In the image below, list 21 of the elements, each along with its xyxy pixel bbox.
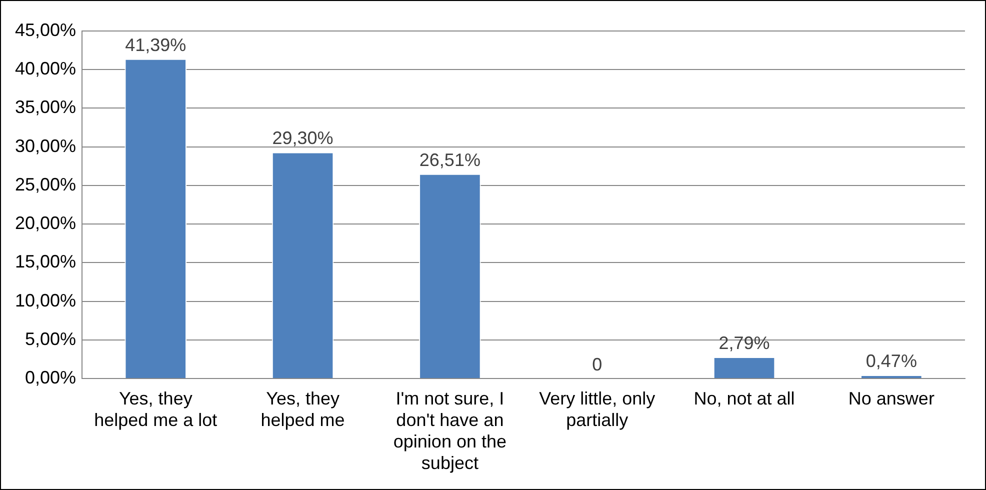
- x-tick-label: Yes, they helped me a lot: [94, 388, 218, 430]
- x-tick-label: No answer: [848, 388, 934, 408]
- y-tick-label: 10,00%: [14, 290, 76, 310]
- data-label: 29,30%: [272, 128, 334, 148]
- data-label: 0,47%: [866, 350, 917, 371]
- y-tick-label: 30,00%: [14, 136, 76, 156]
- data-label: 26,51%: [419, 150, 480, 170]
- x-tick-label: Yes, they helped me: [260, 388, 345, 430]
- data-label: 0: [592, 354, 602, 375]
- x-tick-label: Very little, only partially: [539, 388, 656, 430]
- y-tick-label: 15,00%: [14, 252, 76, 272]
- y-tick-label: 25,00%: [14, 174, 76, 194]
- y-tick-label: 45,00%: [14, 20, 76, 40]
- x-tick-label: No, not at all: [694, 388, 795, 408]
- y-tick-label: 20,00%: [14, 213, 76, 234]
- data-label: 41,39%: [125, 34, 186, 55]
- x-tick-label: I'm not sure, I don't have an opinion on the subject: [393, 388, 506, 474]
- y-tick-label: 35,00%: [14, 97, 76, 118]
- y-tick-label: 40,00%: [14, 58, 76, 79]
- y-tick-label: 0,00%: [25, 368, 76, 388]
- y-tick-label: 5,00%: [25, 328, 76, 349]
